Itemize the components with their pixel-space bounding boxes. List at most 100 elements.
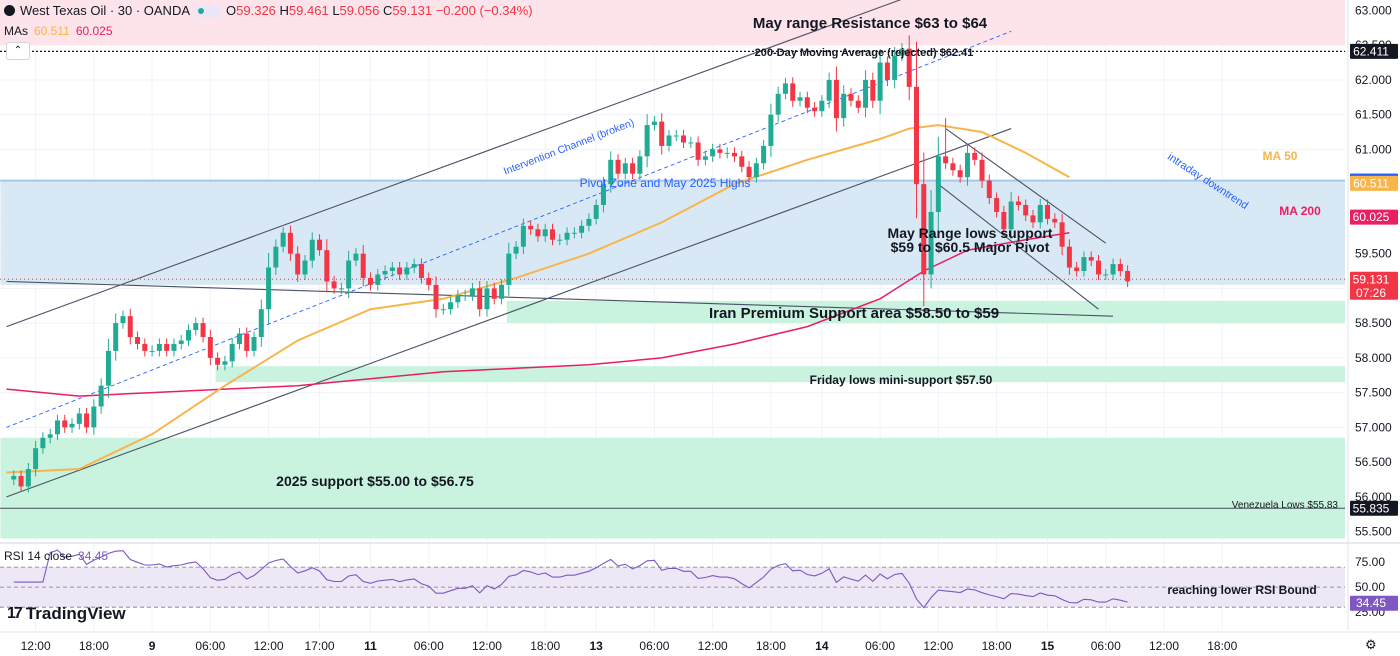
rsi-line [13,549,1128,609]
candle-body [251,337,257,351]
candle-body [688,142,694,144]
venezuela-lows-label: Venezuela Lows $55.83 [1232,500,1339,511]
time-tick-label: 06:00 [1091,639,1121,653]
candle-body [782,83,788,94]
candle-body [644,125,650,157]
candle-body [317,239,323,251]
candle-body [1110,264,1116,275]
price-tick-label: 62.000 [1355,73,1392,87]
ma50-line [6,124,1070,474]
candle-body [717,149,723,153]
rsi-legend[interactable]: RSI 14 close 34.45 [4,549,109,563]
candle-body [892,55,898,80]
iran-support-label: Iran Premium Support area $58.50 to $59 [709,305,999,322]
time-tick-label: 06:00 [865,639,895,653]
candle-body [455,295,461,303]
symbol-logo-icon [4,5,15,16]
gear-icon[interactable]: ⚙ [1365,637,1377,652]
candle-body [33,448,39,470]
candle-body [484,288,490,310]
time-tick-label: 12:00 [21,639,51,653]
price-tick-label: 56.500 [1355,455,1392,469]
candle-body [62,420,68,428]
candle-body [375,274,381,285]
time-tick-label: 12:00 [1149,639,1179,653]
ma50-value: 60.511 [34,24,70,38]
candle-body [462,295,468,297]
candle-body [600,184,606,205]
candle-body [819,100,825,112]
candle-body [877,62,883,101]
candle-body [164,343,170,351]
time-tick-label: 12:00 [923,639,953,653]
candle-body [899,48,905,56]
rsi-note: reaching lower RSI Bound [1167,583,1316,597]
candle-body [710,149,716,157]
candle-body [637,156,643,174]
rsi-tick-label: 50.00 [1355,580,1385,594]
candle-body [593,204,599,219]
ma200-daily-tag: 62.411 [1353,44,1389,58]
friday-support-label: Friday lows mini-support $57.50 [810,373,993,387]
candle-body [47,434,53,438]
venezuela-lows-tag: 55.835 [1353,501,1390,515]
price-tick-label: 58.000 [1355,351,1392,365]
channel-upper-line [6,0,902,328]
collapse-legend-button[interactable]: ⌃ [6,42,30,60]
candle-body [651,121,657,126]
intraday-downtrend-lower [938,183,1099,310]
candle-body [236,333,242,344]
candle-body [382,271,388,275]
candle-body [40,437,46,449]
tradingview-mark-icon: 17 [7,605,23,622]
ma200-daily-label: 200-Day Moving Average (rejected) $62.41 [755,47,974,59]
time-tick-label: 17:00 [305,639,335,653]
candle-body [768,114,774,146]
time-tick-label: 18:00 [530,639,560,653]
candle-body [855,100,861,108]
candle-body [1059,222,1065,247]
pivot-zone [0,180,1345,285]
candle-body [1037,204,1043,223]
candle-body [200,323,206,338]
time-tick-label: 15 [1041,639,1055,653]
rsi-value: 34.45 [78,549,109,563]
candle-body [244,333,250,351]
candle-body [11,475,17,480]
iran-support-zone [506,300,1345,324]
candle-body [433,284,439,310]
candle-body [732,152,737,157]
ohlc-readout: O59.326 H59.461 L59.056 C59.131 −0.200 (… [226,3,533,18]
candle-body [346,260,352,289]
candle-body [404,267,410,275]
ma200-value: 60.025 [75,24,113,38]
candle-body [673,135,679,137]
candle-body [906,48,912,87]
channel-lower-line [6,128,1012,498]
mas-legend[interactable]: MAs 60.511 60.025 [4,24,113,38]
candle-body [761,145,767,164]
candle-body [18,475,24,487]
candle-body [418,264,424,278]
rsi-value-tag-bg [1350,595,1398,611]
candle-body [389,267,395,271]
time-tick-label: 06:00 [195,639,225,653]
candle-body [156,343,162,351]
candle-body [368,277,373,285]
tradingview-logo[interactable]: 17 TradingView [7,604,126,624]
candle-body [608,159,614,185]
symbol-title[interactable]: West Texas Oil · 30 · OANDA [20,3,191,18]
chart-header: West Texas Oil · 30 · OANDA O59.326 H59.… [4,3,533,18]
price-tick-label: 58.500 [1355,316,1392,330]
support-2025-zone [0,437,1345,539]
candle-body [171,343,177,351]
candle-body [1125,271,1131,282]
candle-body [535,229,541,237]
candle-body [207,337,213,358]
candle-body [964,152,970,178]
candle-body [1088,257,1094,261]
candle-body [105,350,111,386]
candle-body [622,163,628,174]
market-status-icon[interactable] [195,4,222,17]
